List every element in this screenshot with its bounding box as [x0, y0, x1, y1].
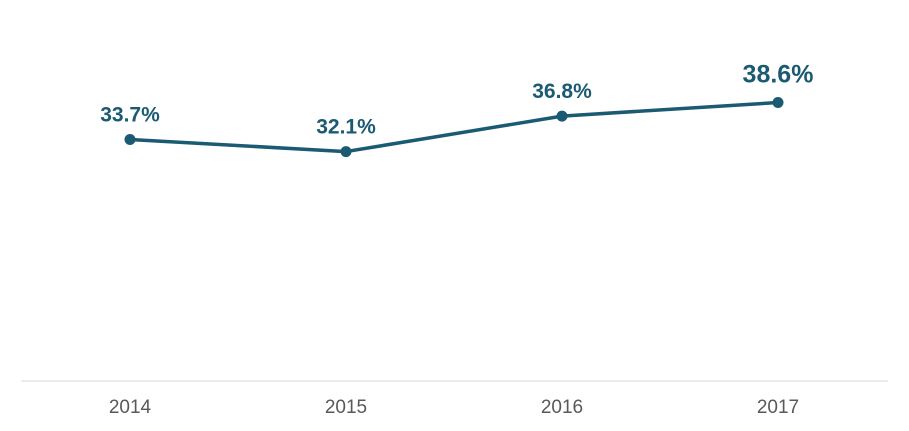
data-label-2016: 36.8% — [532, 80, 592, 103]
data-point-2014 — [124, 134, 136, 145]
data-label-2017: 38.6% — [743, 61, 814, 89]
series-layer — [124, 97, 784, 158]
data-point-2017 — [772, 97, 784, 109]
x-tick-label-2016: 2016 — [541, 397, 583, 418]
x-tick-label-2015: 2015 — [325, 397, 367, 418]
x-tick-label-2017: 2017 — [757, 397, 799, 418]
series-line — [129, 100, 779, 154]
data-label-2014: 33.7% — [100, 104, 160, 127]
x-tick-layer: 2014 2015 2016 2017 — [109, 397, 799, 418]
data-point-2015 — [340, 146, 352, 158]
data-label-layer: 33.7% 32.1% 36.8% 38.6% — [100, 61, 813, 139]
x-tick-label-2014: 2014 — [109, 397, 152, 418]
data-point-2016 — [556, 110, 568, 122]
data-label-2015: 32.1% — [316, 116, 376, 139]
